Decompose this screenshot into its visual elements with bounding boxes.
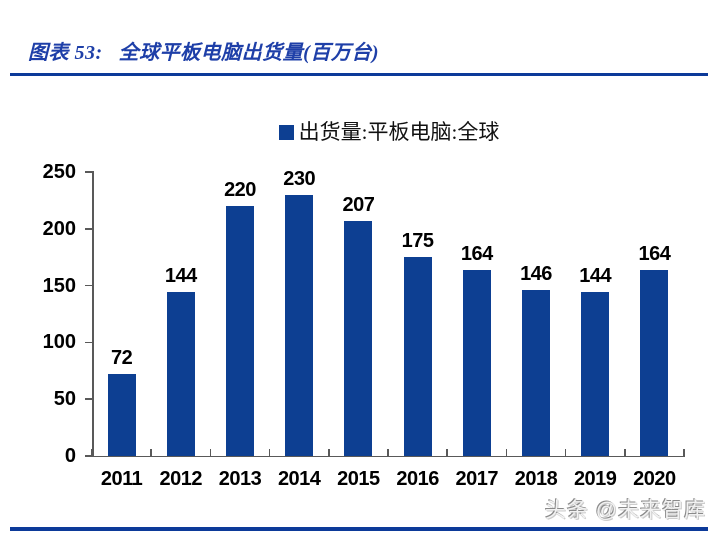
bar-value-label: 146 — [520, 263, 552, 286]
x-axis-label: 2014 — [277, 468, 321, 490]
x-axis-label: 2015 — [337, 468, 380, 490]
bar-value-label: 207 — [342, 193, 375, 216]
y-axis-tick — [85, 228, 92, 230]
x-axis-label: 2016 — [396, 468, 439, 490]
bar-value-label: 144 — [164, 265, 197, 288]
bar-value-label: 164 — [460, 242, 493, 265]
y-axis-label: 250 — [42, 161, 76, 183]
bar-2013 — [226, 206, 254, 456]
x-axis-label: 2011 — [100, 468, 143, 490]
bar-2019 — [581, 292, 610, 456]
y-axis-tick — [85, 398, 92, 400]
bar-value-label: 72 — [110, 347, 133, 370]
x-axis-line — [92, 455, 685, 457]
bar-value-label: 144 — [579, 265, 612, 288]
x-axis-tick — [387, 449, 389, 456]
x-axis-tick — [268, 449, 271, 456]
y-axis-tick — [85, 284, 92, 287]
x-axis-label: 2012 — [159, 468, 203, 490]
x-axis-tick — [150, 449, 152, 456]
x-axis-tick — [446, 449, 448, 456]
bar-value-label: 164 — [638, 242, 671, 265]
watermark: 头条 @未来智库 — [544, 499, 706, 522]
bar-2015 — [344, 220, 373, 456]
x-axis-tick — [683, 449, 685, 456]
y-axis-label: 0 — [64, 445, 76, 467]
x-axis-tick — [505, 449, 508, 456]
figure-title-text: 全球平板电脑出货量(百万台) — [118, 42, 379, 64]
title-divider — [10, 73, 708, 76]
x-axis-label: 2013 — [218, 468, 262, 490]
bar-2012 — [166, 292, 195, 456]
y-axis-label: 100 — [42, 331, 76, 354]
x-axis-label: 2019 — [573, 468, 617, 490]
bar-2017 — [462, 269, 491, 456]
x-axis-tick — [624, 449, 626, 456]
bar-2014 — [285, 194, 314, 456]
y-axis-label: 200 — [42, 217, 76, 240]
x-axis-tick — [91, 449, 93, 456]
x-axis-label: 2020 — [633, 468, 676, 490]
bar-2018 — [522, 290, 550, 456]
y-axis-line — [92, 171, 94, 457]
bottom-divider — [10, 527, 708, 531]
y-axis-tick — [85, 171, 92, 173]
bar-2016 — [403, 257, 432, 456]
x-axis-tick — [209, 449, 212, 456]
x-axis-label: 2018 — [514, 468, 558, 490]
figure-number-label: 图表 53: — [28, 42, 103, 64]
y-axis-tick — [85, 455, 92, 457]
legend-swatch-icon — [278, 124, 294, 140]
bar-2020 — [640, 269, 669, 456]
x-axis-tick — [328, 449, 330, 456]
legend-label: 出货量:平板电脑:全球 — [298, 120, 500, 144]
figure-title: 图表 53: 全球平板电脑出货量(百万台) — [28, 36, 379, 65]
y-axis-tick — [85, 341, 92, 344]
y-axis-label: 150 — [42, 274, 76, 297]
bar-value-label: 175 — [401, 230, 434, 253]
chart-legend: 出货量:平板电脑:全球 — [60, 120, 718, 144]
bar-value-label: 230 — [283, 167, 316, 190]
x-axis-tick — [564, 449, 567, 456]
x-axis-label: 2017 — [455, 468, 499, 490]
y-axis-label: 50 — [53, 388, 76, 411]
bar-value-label: 220 — [224, 179, 256, 202]
bar-2011 — [107, 374, 136, 456]
